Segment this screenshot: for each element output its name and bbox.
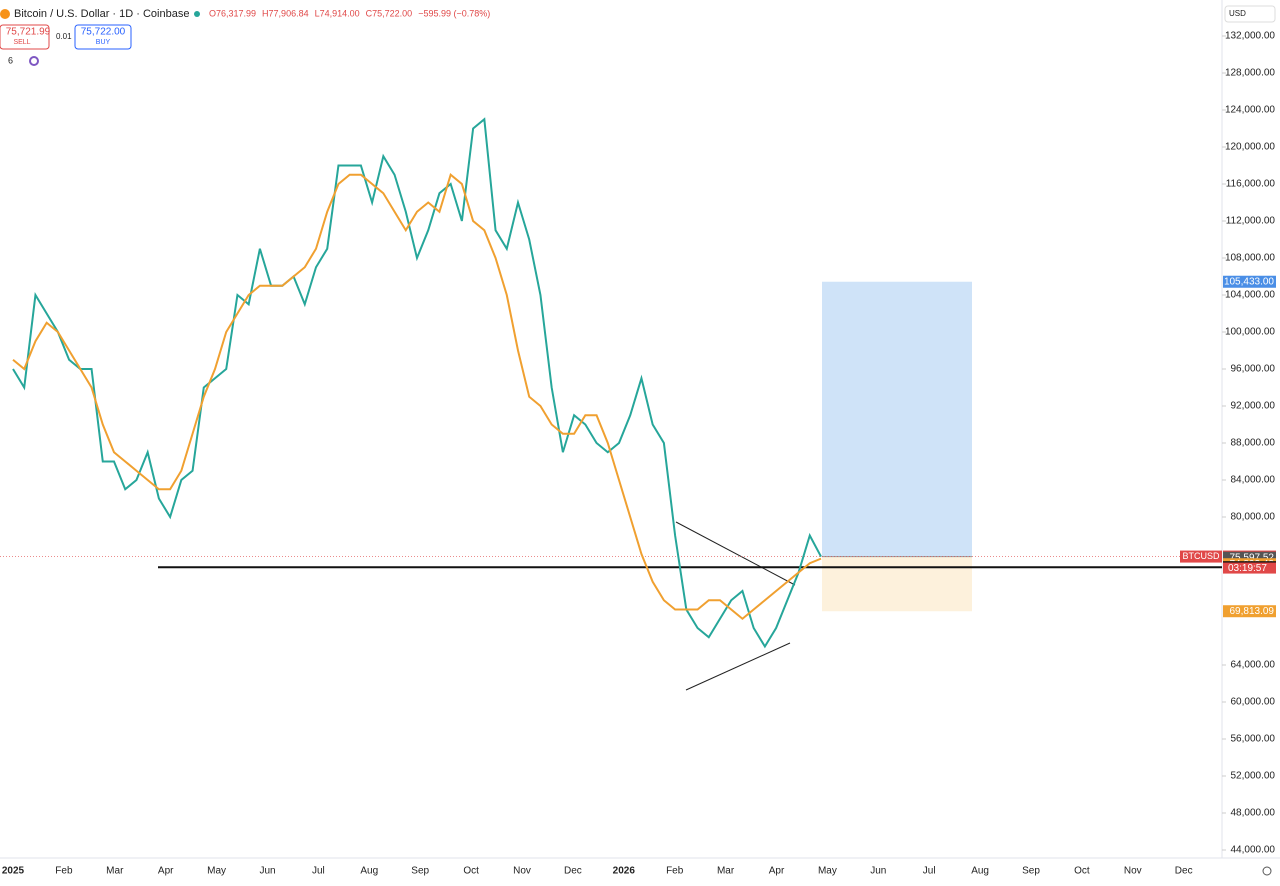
y-tick-label: 132,000.00 xyxy=(1225,31,1275,42)
y-tick-label: 84,000.00 xyxy=(1231,475,1276,486)
sell-label: SELL xyxy=(13,39,30,46)
y-tick-label: 116,000.00 xyxy=(1226,179,1276,190)
x-tick-label: Oct xyxy=(1074,866,1090,877)
ma-line xyxy=(12,173,822,621)
y-tick-label: 80,000.00 xyxy=(1231,512,1276,523)
buy-label: BUY xyxy=(96,39,111,46)
x-tick-label: 2026 xyxy=(613,866,636,877)
indicator-count[interactable]: 6 xyxy=(8,55,13,65)
y-tick-label: 108,000.00 xyxy=(1225,253,1275,264)
x-tick-label: Mar xyxy=(717,866,735,877)
countdown-box xyxy=(1223,562,1276,574)
y-tick-label: 60,000.00 xyxy=(1231,697,1276,708)
x-tick-label: Jul xyxy=(312,866,325,877)
status-dot xyxy=(194,11,200,17)
x-tick-label: Aug xyxy=(971,866,989,877)
ohlc-value: −595.99 (−0.78%) xyxy=(418,8,490,18)
y-tick-label: 112,000.00 xyxy=(1226,216,1276,227)
y-tick-label: 128,000.00 xyxy=(1225,68,1275,79)
x-tick-label: Jun xyxy=(870,866,886,877)
countdown: 03:19:57 xyxy=(1228,563,1267,574)
y-tick-label: 48,000.00 xyxy=(1231,808,1276,819)
x-tick-label: Feb xyxy=(55,866,73,877)
x-tick-label: May xyxy=(818,866,837,877)
x-tick-label: Feb xyxy=(666,866,684,877)
triangle-line xyxy=(685,642,791,691)
sell-price: 75,721.99 xyxy=(6,27,51,38)
symbol-tag: BTCUSD xyxy=(1182,551,1220,561)
x-tick-label: Oct xyxy=(463,866,479,877)
y-tick-label: 124,000.00 xyxy=(1225,105,1275,116)
ohlc-value: H77,906.84 xyxy=(262,8,309,18)
x-tick-label: May xyxy=(207,866,226,877)
y-tick-label: 64,000.00 xyxy=(1231,660,1276,671)
spread: 0.01 xyxy=(56,32,72,41)
x-tick-label: Apr xyxy=(158,866,174,877)
x-tick-label: Dec xyxy=(564,866,582,877)
symbol-icon xyxy=(0,9,10,19)
price-label: 69,813.09 xyxy=(1230,606,1275,617)
y-tick-label: 52,000.00 xyxy=(1231,771,1276,782)
price-label: 105,433.00 xyxy=(1224,276,1274,287)
y-tick-label: 120,000.00 xyxy=(1225,142,1275,153)
x-tick-label: Nov xyxy=(1124,866,1142,877)
y-tick-label: 96,000.00 xyxy=(1231,364,1276,375)
x-tick-label: Aug xyxy=(360,866,378,877)
y-tick-label: 92,000.00 xyxy=(1231,401,1276,412)
ohlc-value: C75,722.00 xyxy=(366,8,413,18)
x-tick-label: Sep xyxy=(1022,866,1040,877)
ohlc: O76,317.99 H77,906.84 L74,914.00 C75,722.00… xyxy=(209,8,490,18)
stop-zone xyxy=(822,556,972,612)
x-tick-label: Jul xyxy=(923,866,936,877)
price-label: 75,597.52 xyxy=(1230,552,1275,563)
x-tick-label: Mar xyxy=(106,866,124,877)
y-tick-label: 56,000.00 xyxy=(1231,734,1276,745)
x-tick-label: Apr xyxy=(769,866,785,877)
sell-button[interactable] xyxy=(0,24,50,50)
x-tick-label: Jun xyxy=(259,866,275,877)
x-tick-label: Dec xyxy=(1175,866,1193,877)
ohlc-value: L74,914.00 xyxy=(315,8,360,18)
chart-title[interactable]: Bitcoin / U.S. Dollar · 1D · Coinbase xyxy=(14,8,189,20)
symbol-tag-box xyxy=(1180,550,1222,563)
indicator-icon[interactable] xyxy=(29,56,39,66)
x-tick-label: Sep xyxy=(411,866,429,877)
currency-box[interactable] xyxy=(1224,5,1276,23)
price-label-box xyxy=(1223,605,1276,618)
y-tick-label: 88,000.00 xyxy=(1231,438,1276,449)
buy-price: 75,722.00 xyxy=(81,27,126,38)
buy-button[interactable] xyxy=(74,24,132,50)
target-zone xyxy=(822,281,972,557)
x-tick-label: 2025 xyxy=(2,866,25,877)
y-tick-label: 100,000.00 xyxy=(1225,327,1275,338)
price-label-box xyxy=(1223,275,1276,288)
triangle-line xyxy=(675,521,796,586)
currency: USD xyxy=(1229,9,1246,18)
settings-icon[interactable] xyxy=(1262,866,1272,876)
ohlc-value: O76,317.99 xyxy=(209,8,256,18)
x-tick-label: Nov xyxy=(513,866,531,877)
y-tick-label: 104,000.00 xyxy=(1225,290,1275,301)
y-tick-label: 44,000.00 xyxy=(1231,845,1276,856)
